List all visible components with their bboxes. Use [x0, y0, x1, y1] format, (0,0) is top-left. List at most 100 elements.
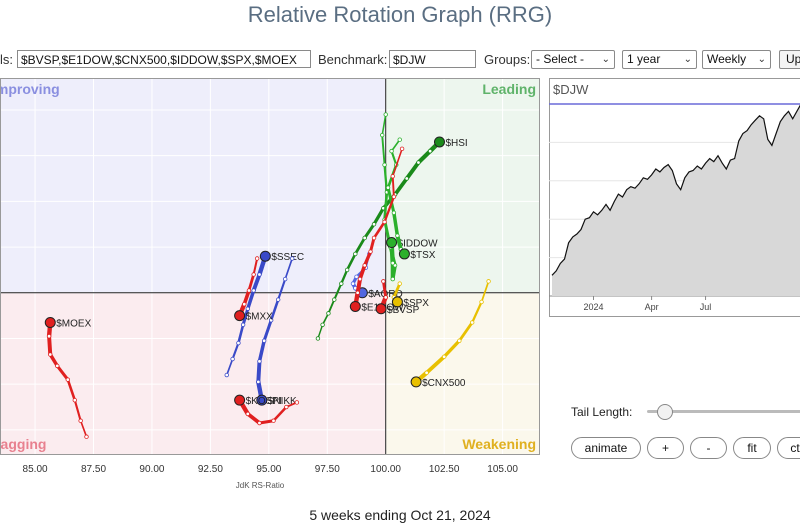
head-point[interactable]: [256, 394, 268, 406]
tail-segment: [355, 277, 363, 295]
tail-segment: [391, 175, 395, 198]
series-mxx[interactable]: $MXX: [234, 256, 274, 323]
benchmark-tick-label: Jul: [700, 302, 712, 312]
tail-segment: [257, 419, 276, 425]
tail-point: [236, 340, 241, 346]
tail-segment: [257, 339, 266, 364]
series-moex[interactable]: $MOEX: [44, 316, 92, 439]
head-point[interactable]: [398, 248, 410, 260]
tail-point: [404, 176, 409, 181]
tail-point: [275, 297, 281, 302]
zoom-in-button[interactable]: +: [647, 437, 684, 459]
tail-point: [362, 263, 367, 268]
series-label: $MXX: [246, 312, 274, 323]
head-point[interactable]: [410, 376, 422, 388]
tail-point: [251, 272, 256, 277]
tail-point: [46, 333, 52, 339]
benchmark-line: [551, 104, 800, 276]
benchmark-tick-label: Apr: [645, 302, 659, 312]
interval-select-value: Weekly: [707, 52, 747, 66]
quadrant-label-weakening: Weakening: [462, 436, 536, 452]
tail-segment: [251, 272, 262, 293]
page-title: Relative Rotation Graph (RRG): [247, 2, 553, 27]
groups-select[interactable]: - Select - ⌄: [531, 50, 615, 69]
center-button[interactable]: ct: [777, 437, 800, 459]
tail-segment: [363, 249, 373, 268]
tail-segment: [392, 282, 402, 299]
x-tick-label: 92.50: [198, 464, 223, 475]
head-point[interactable]: [349, 300, 361, 312]
tail-segment: [383, 190, 389, 221]
rrg-chart[interactable]: Improving Leading Lagging Weakening $HSI…: [0, 78, 545, 498]
series-spx[interactable]: $SPX: [391, 281, 429, 309]
tail-point: [395, 233, 400, 238]
tail-length-slider-handle[interactable]: [656, 404, 673, 420]
x-tick-label: 102.50: [429, 464, 460, 475]
head-point[interactable]: [44, 316, 56, 328]
head-point[interactable]: [259, 250, 271, 262]
tail-point: [385, 185, 391, 190]
chevron-down-icon: ⌄: [757, 54, 766, 65]
x-tick-label: 87.50: [81, 464, 106, 475]
update-button[interactable]: Up: [779, 50, 800, 69]
interval-select[interactable]: Weekly ⌄: [702, 50, 771, 69]
tail-point: [332, 297, 337, 302]
tail-point: [368, 249, 373, 254]
plot-frame: [0, 78, 540, 455]
tail-segment: [404, 160, 421, 181]
tail-point: [344, 267, 350, 273]
series-label: $NIKK: [268, 396, 297, 407]
symbols-input[interactable]: $BVSP,$E1DOW,$CNX500,$IDDOW,$SPX,$MOEX: [17, 50, 311, 68]
x-tick-labels: 85.00 87.50 90.00 92.50 95.00 97.50 100.00 102.…: [23, 464, 519, 475]
tail-segment: [457, 321, 474, 343]
tail-segment: [73, 399, 82, 422]
head-point[interactable]: [386, 237, 398, 249]
fit-button[interactable]: fit: [733, 437, 771, 459]
tail-point: [254, 256, 260, 261]
tail-segment: [381, 113, 387, 136]
zoom-out-button[interactable]: -: [690, 437, 727, 459]
tail-segment: [284, 257, 294, 280]
tail-point: [470, 320, 475, 325]
period-select[interactable]: 1 year ⌄: [622, 50, 697, 69]
tail-segment: [247, 273, 256, 292]
head-point[interactable]: [234, 310, 246, 322]
benchmark-input[interactable]: $DJW: [389, 50, 476, 68]
tail-point: [390, 174, 395, 179]
tail-point: [257, 359, 262, 364]
head-point[interactable]: [391, 296, 403, 308]
series-cnx500[interactable]: $CNX500: [410, 279, 491, 389]
series-label: $HSI: [445, 138, 467, 149]
tail-point: [315, 336, 321, 341]
tail-point: [389, 148, 394, 154]
tail-point: [382, 219, 387, 225]
head-point[interactable]: [234, 394, 246, 406]
quadrant-lagging: [0, 292, 386, 455]
tail-point: [224, 372, 229, 378]
tail-segment: [55, 364, 70, 382]
series-ssec[interactable]: $SSEC: [224, 250, 304, 378]
head-point[interactable]: [375, 303, 387, 315]
symbols-label: ls:: [0, 52, 13, 67]
head-point[interactable]: [433, 136, 445, 148]
groups-select-value: - Select -: [536, 52, 585, 66]
tail-point: [65, 377, 70, 382]
tail-segment: [392, 211, 400, 238]
tail-segment: [381, 134, 386, 166]
tail-segment: [345, 252, 357, 272]
series-bvsp[interactable]: $BVSP: [375, 279, 420, 316]
series-tsx[interactable]: $TSX: [385, 137, 436, 261]
tail-point: [354, 274, 359, 279]
tail-point: [55, 363, 60, 369]
animate-button[interactable]: animate: [571, 437, 641, 459]
x-tick-label: 90.00: [139, 464, 164, 475]
series-kospi[interactable]: $KOSPI: [234, 394, 300, 426]
tail-length-slider[interactable]: [647, 410, 800, 413]
tail-segment: [269, 298, 280, 322]
series-hsi[interactable]: $HSI: [315, 136, 468, 341]
tail-point: [391, 194, 397, 200]
tail-segment: [372, 220, 386, 240]
series-label: $IDDOW: [398, 239, 439, 250]
series-nikk[interactable]: $NIKK: [256, 256, 298, 407]
tail-segment: [390, 150, 398, 166]
